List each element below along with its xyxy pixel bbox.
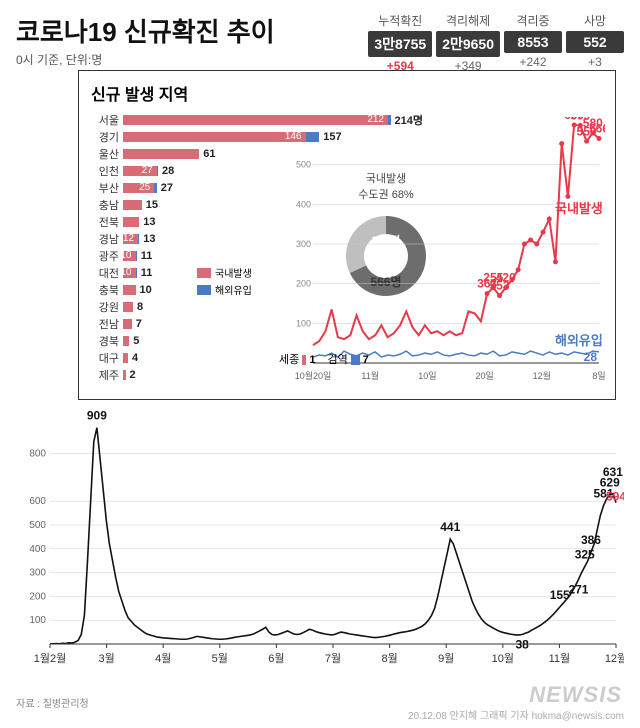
svg-text:200: 200 [296,279,311,289]
svg-text:100: 100 [296,318,311,328]
svg-text:6월: 6월 [268,652,284,665]
svg-text:3월: 3월 [98,652,114,665]
svg-text:7월: 7월 [325,652,341,665]
inset-panel: 신규 발생 지역 서울212214명경기146157울산61인천2728부산25… [78,70,616,400]
credit: 20.12.08 안지혜 그래픽 기자 hokma@newsis.com [408,707,624,722]
legend-domestic: 국내발생 [215,265,252,280]
svg-text:800: 800 [29,449,46,460]
svg-text:11월: 11월 [549,652,571,665]
legend: 국내발생 해외유입 [197,265,252,299]
svg-text:11월: 11월 [361,370,379,381]
svg-text:8월: 8월 [381,652,397,665]
svg-text:12월: 12월 [533,370,551,381]
svg-text:420: 420 [496,271,516,285]
svg-text:500: 500 [296,160,311,170]
svg-text:271: 271 [568,583,588,597]
svg-text:909: 909 [87,409,107,423]
page-title: 코로나19 신규확진 추이 [16,12,275,49]
legend-overseas: 해외유입 [215,282,252,297]
header: 코로나19 신규확진 추이 0시 기준, 단위:명 누적확진3만8755+594… [16,12,624,73]
svg-text:300: 300 [296,239,311,249]
svg-text:500: 500 [29,520,46,531]
svg-text:9월: 9월 [438,652,454,665]
svg-text:국내발생: 국내발생 [555,201,603,216]
summary-stats: 누적확진3만8755+594격리해제2만9650+349격리중8553+242사… [368,12,624,73]
svg-text:4월: 4월 [155,652,171,665]
svg-text:400: 400 [29,544,46,555]
svg-text:100: 100 [29,615,46,626]
svg-text:해외유입: 해외유입 [555,333,603,348]
svg-text:566: 566 [589,121,605,135]
svg-text:200: 200 [29,591,46,602]
svg-text:325: 325 [575,548,595,562]
main-line-chart: 1002003004005006008009094413815527132538… [16,400,624,672]
svg-text:300: 300 [29,568,46,579]
svg-text:8일: 8일 [592,371,605,381]
svg-text:386: 386 [581,533,601,547]
svg-text:600: 600 [29,496,46,507]
watermark: NEWSIS [529,682,622,708]
svg-text:441: 441 [440,520,460,534]
svg-text:631: 631 [603,465,623,479]
svg-text:1월2월: 1월2월 [34,652,66,665]
svg-text:20일: 20일 [475,371,493,381]
svg-text:5월: 5월 [212,652,228,665]
svg-text:400: 400 [296,199,311,209]
svg-text:155: 155 [550,588,570,602]
svg-text:10월20일: 10월20일 [295,370,332,381]
inset-line-chart: 1002003004005003632555534206005995595805… [289,117,605,387]
page-subtitle: 0시 기준, 단위:명 [16,51,275,68]
svg-text:28: 28 [584,350,598,364]
svg-text:10일: 10일 [418,371,436,381]
svg-text:12월: 12월 [605,652,624,665]
inset-title: 신규 발생 지역 [91,81,603,105]
source-footer: 자료 : 질병관리청 [16,695,89,710]
svg-text:594: 594 [606,490,624,504]
svg-text:10월: 10월 [492,652,514,665]
